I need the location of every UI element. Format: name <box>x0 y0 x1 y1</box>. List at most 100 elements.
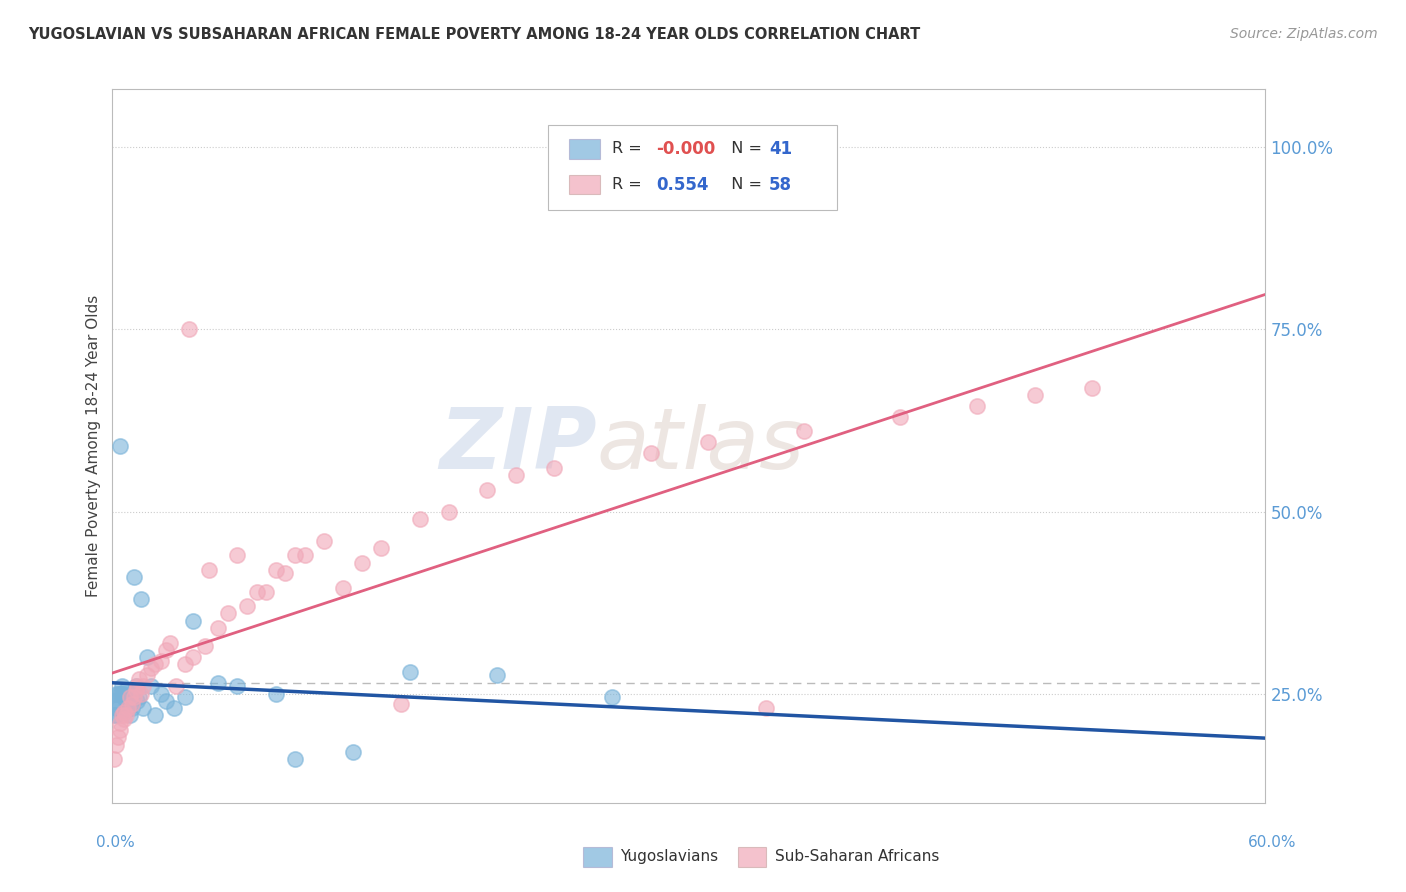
Point <box>174 657 197 672</box>
Point <box>165 679 187 693</box>
Text: Yugoslavians: Yugoslavians <box>620 849 718 863</box>
Point <box>129 591 153 606</box>
Point <box>112 690 135 705</box>
Text: 0.554: 0.554 <box>657 176 709 194</box>
Point <box>966 399 988 413</box>
Point <box>105 708 128 723</box>
Point <box>112 705 135 719</box>
Point <box>132 701 155 715</box>
Point <box>600 690 623 705</box>
Text: 58: 58 <box>769 176 792 194</box>
Point <box>342 745 364 759</box>
Point <box>136 668 159 682</box>
Point <box>107 687 129 701</box>
Point <box>246 584 269 599</box>
Point <box>118 708 141 723</box>
Point <box>312 533 335 548</box>
Point <box>399 665 422 679</box>
Point <box>122 570 145 584</box>
Point <box>155 694 177 708</box>
Text: N =: N = <box>721 178 768 192</box>
Point <box>117 701 139 715</box>
Point <box>217 607 239 621</box>
Text: R =: R = <box>612 178 647 192</box>
Point <box>105 701 128 715</box>
Point <box>107 701 129 715</box>
Point <box>264 563 287 577</box>
Text: atlas: atlas <box>596 404 804 488</box>
Point <box>197 563 219 577</box>
Point <box>143 657 166 672</box>
Point <box>127 679 149 693</box>
Point <box>181 614 204 628</box>
Text: Source: ZipAtlas.com: Source: ZipAtlas.com <box>1230 27 1378 41</box>
Point <box>149 687 172 701</box>
Point <box>111 708 134 723</box>
Point <box>755 701 778 715</box>
Text: 41: 41 <box>769 140 792 158</box>
Point <box>226 548 249 562</box>
Point <box>124 679 146 693</box>
Point <box>107 731 129 745</box>
Text: YUGOSLAVIAN VS SUBSAHARAN AFRICAN FEMALE POVERTY AMONG 18-24 YEAR OLDS CORRELATI: YUGOSLAVIAN VS SUBSAHARAN AFRICAN FEMALE… <box>28 27 921 42</box>
Point <box>111 687 134 701</box>
Point <box>274 566 297 581</box>
Point <box>207 675 229 690</box>
Point <box>284 752 307 766</box>
Point <box>143 708 166 723</box>
Point <box>697 435 720 450</box>
Point <box>236 599 259 614</box>
Point <box>103 708 125 723</box>
Point <box>139 661 162 675</box>
Text: Sub-Saharan Africans: Sub-Saharan Africans <box>775 849 939 863</box>
Point <box>1024 388 1046 402</box>
Y-axis label: Female Poverty Among 18-24 Year Olds: Female Poverty Among 18-24 Year Olds <box>86 295 101 597</box>
Point <box>370 541 392 555</box>
Point <box>121 698 143 712</box>
Point <box>105 738 128 752</box>
Point <box>136 650 159 665</box>
Point <box>111 679 134 693</box>
Point <box>352 556 374 570</box>
Point <box>149 654 172 668</box>
Point <box>155 643 177 657</box>
Point <box>128 690 150 705</box>
Point <box>139 679 162 693</box>
Point <box>108 687 131 701</box>
Point <box>108 439 131 453</box>
Text: 0.0%: 0.0% <box>96 836 135 850</box>
Text: -0.000: -0.000 <box>657 140 716 158</box>
Point <box>179 322 201 336</box>
Text: ZIP: ZIP <box>439 404 596 488</box>
Point <box>103 752 125 766</box>
Point <box>163 701 186 715</box>
Point <box>207 621 229 635</box>
Text: 60.0%: 60.0% <box>1249 836 1296 850</box>
Point <box>294 548 316 562</box>
Point <box>127 694 149 708</box>
Point <box>103 694 125 708</box>
Point <box>115 708 138 723</box>
Point <box>409 512 432 526</box>
Point <box>477 483 499 497</box>
Point <box>264 687 287 701</box>
Point <box>129 687 153 701</box>
Text: N =: N = <box>721 142 768 156</box>
Point <box>543 460 565 475</box>
Point <box>194 639 217 653</box>
Point <box>124 682 146 697</box>
Point <box>108 723 131 737</box>
Point <box>115 694 138 708</box>
Point <box>284 548 307 562</box>
Point <box>128 672 150 686</box>
Point <box>437 504 460 518</box>
Point <box>485 668 508 682</box>
Point <box>105 687 128 701</box>
Point <box>226 679 249 693</box>
Point <box>159 635 181 649</box>
Point <box>793 425 815 439</box>
Point <box>112 712 135 726</box>
Point <box>640 446 662 460</box>
Point <box>121 701 143 715</box>
Point <box>132 679 155 693</box>
